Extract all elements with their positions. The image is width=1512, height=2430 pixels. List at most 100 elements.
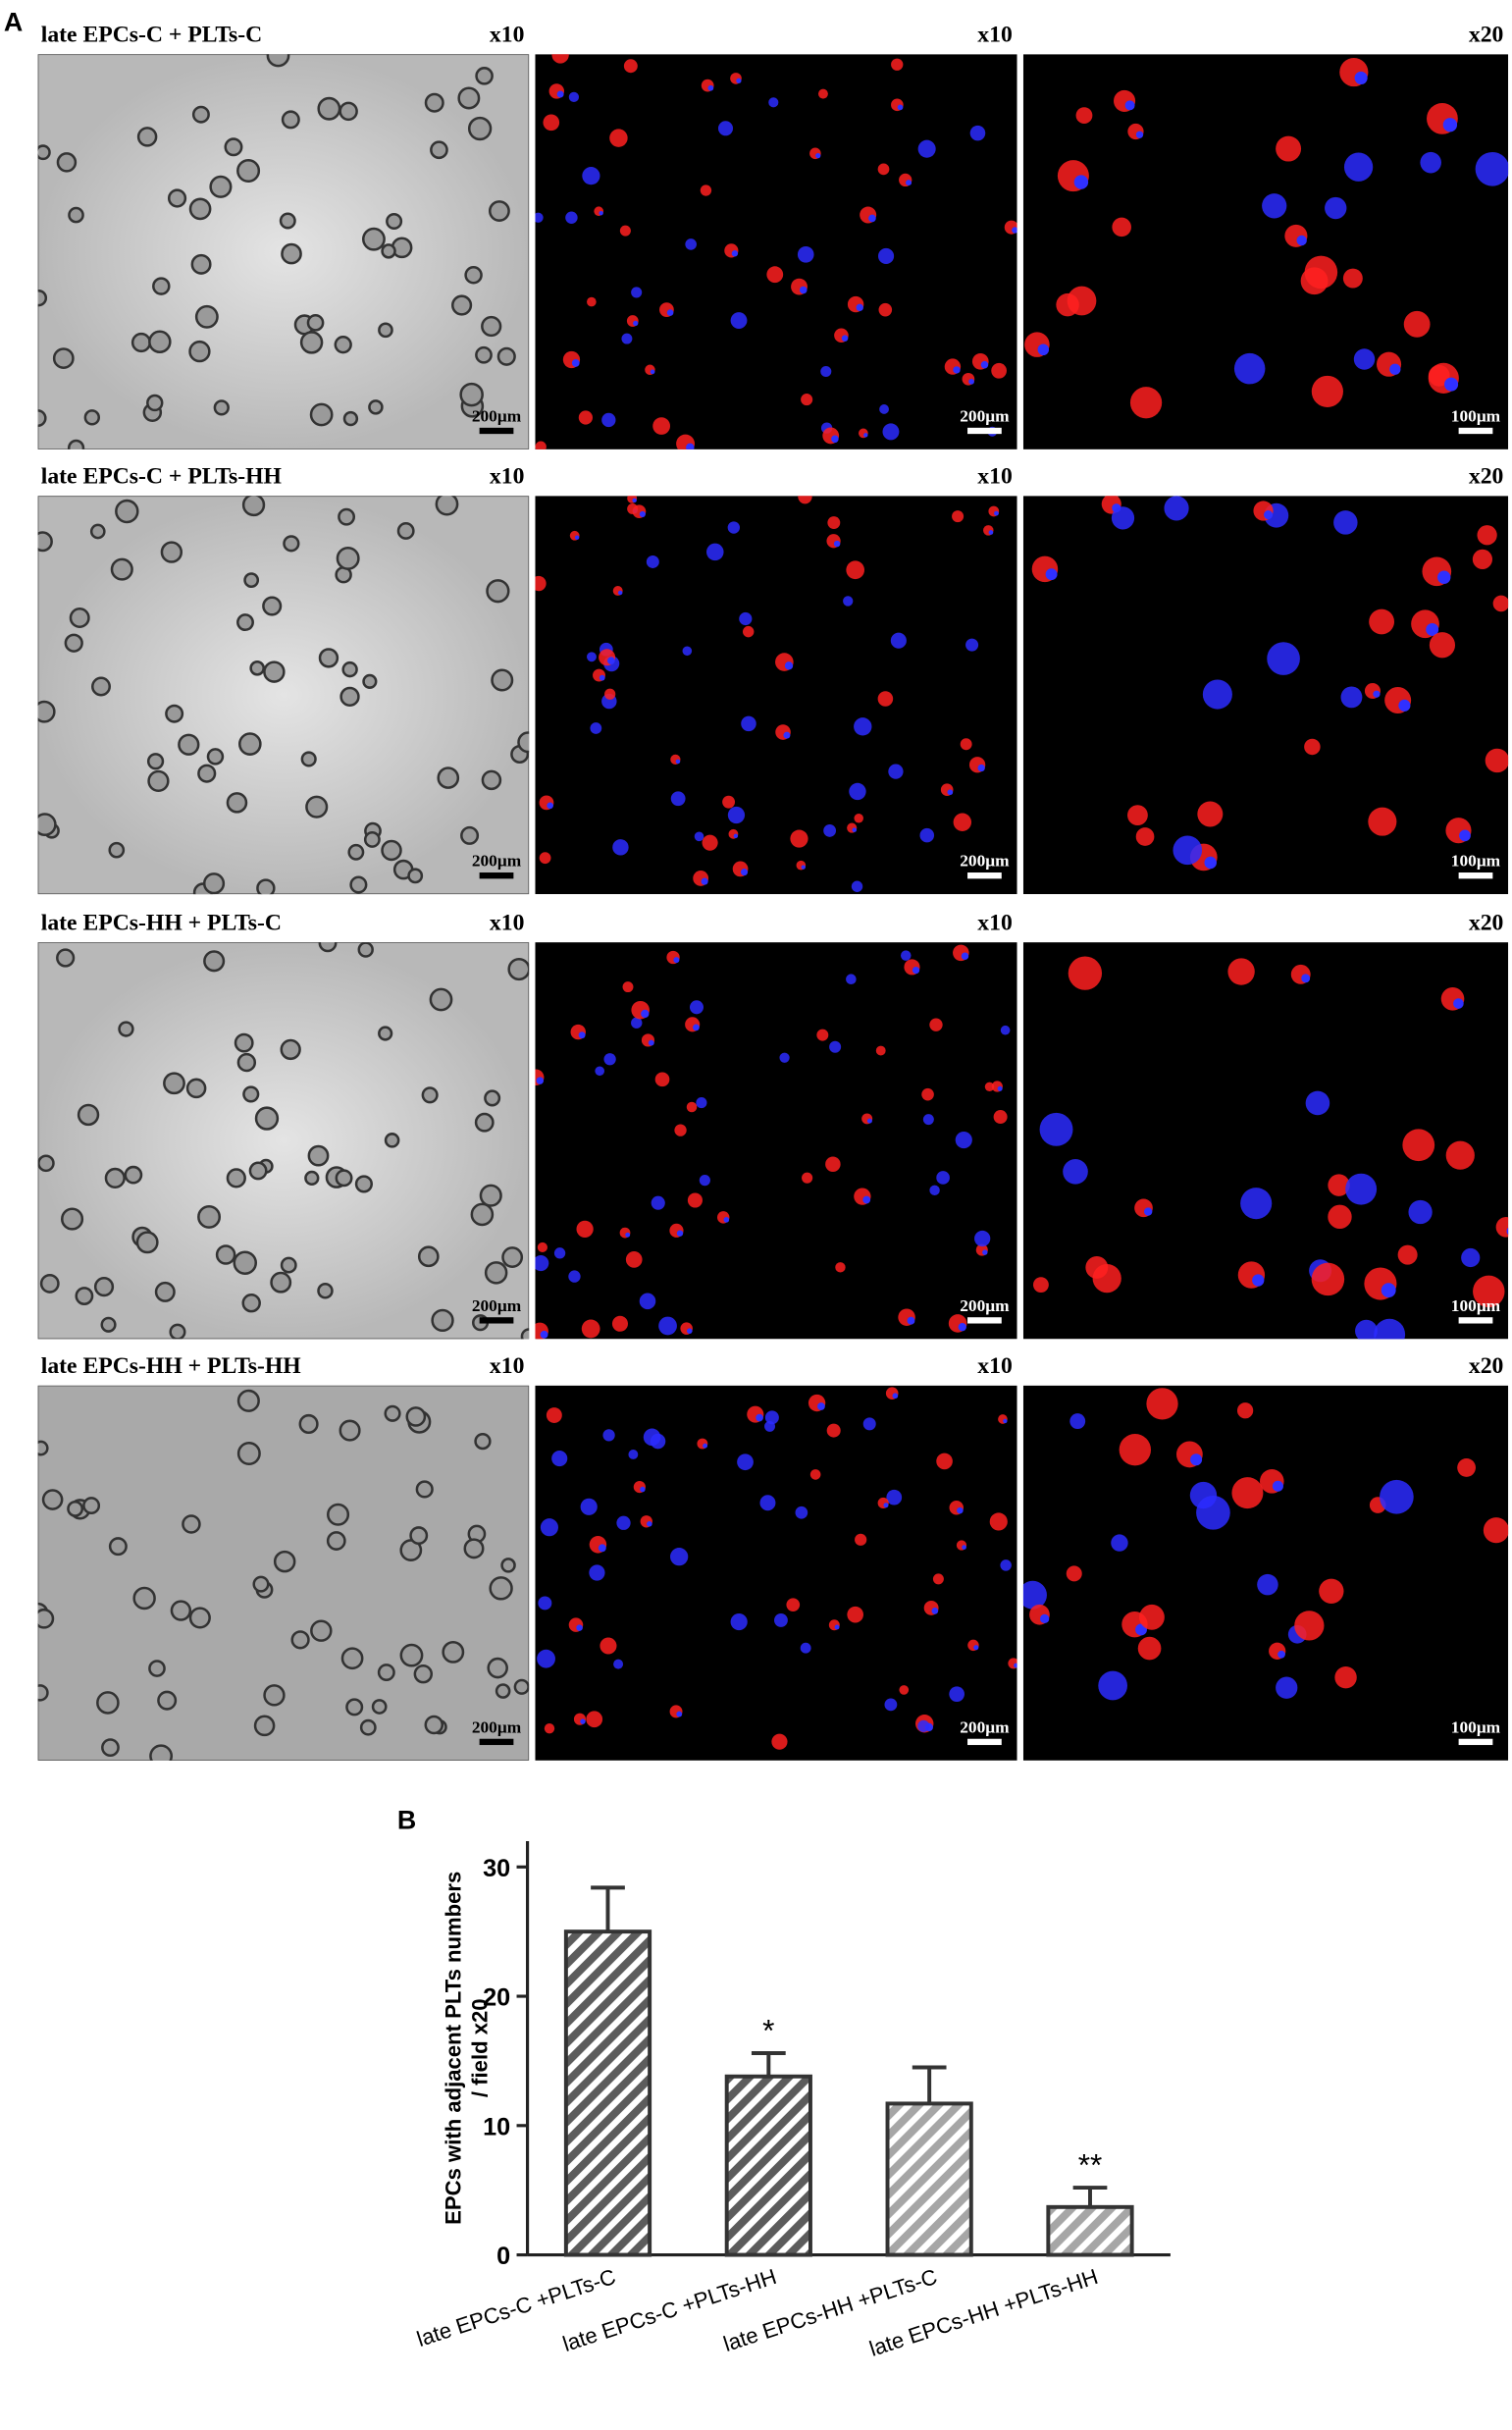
nucleus [1073,175,1089,189]
cell [424,1715,444,1735]
cell [1267,642,1300,675]
cell [621,333,633,344]
cell [854,717,872,736]
nucleus [973,1645,979,1651]
cell [136,127,158,147]
nucleus [633,320,639,327]
cell [952,510,965,523]
cell [843,596,854,607]
cell [730,1613,748,1631]
cell [197,764,217,783]
scale-label: 100μm [1451,1717,1501,1736]
micrograph [535,1385,1017,1761]
cell [464,266,483,285]
nucleus [980,360,989,369]
row-title: late EPCs-HH + PLTs-C [41,910,282,935]
cell [430,140,448,160]
cell [182,1514,201,1534]
cell [1111,1534,1128,1552]
cell [417,1245,440,1268]
magnification: x20 [1469,910,1504,935]
cell [1328,1204,1352,1230]
cell [363,831,381,848]
scale-bar [479,427,514,435]
nucleus [640,1486,646,1493]
cell [827,516,841,530]
nucleus [1045,568,1058,581]
nucleus [632,498,637,503]
cell [917,1719,930,1732]
cell [565,211,578,224]
cell [233,1250,258,1275]
cell [544,1722,555,1734]
cell [1342,268,1363,289]
cell [674,1124,687,1136]
cell [467,116,493,141]
nucleus [1272,1480,1283,1492]
cell [539,852,551,865]
panel-label: B [397,1805,416,1834]
cell [517,731,530,754]
cell [407,868,424,884]
cell [236,158,261,184]
nucleus [648,1039,654,1046]
cell [236,1052,257,1073]
cell [798,496,812,504]
cell [226,1168,246,1189]
magnification: x10 [977,23,1013,48]
scale-bar [1458,872,1493,879]
cell [670,791,686,807]
cell [108,841,126,859]
cell [590,722,602,734]
micrograph [1022,54,1509,449]
cell [146,753,165,770]
cell [625,1251,643,1268]
cell [357,942,374,958]
cell [546,1407,562,1423]
cell [535,441,547,449]
cell [929,1185,940,1196]
cell [877,691,894,707]
cell [1300,267,1329,295]
nucleus [1003,1418,1008,1424]
cell [1032,1277,1049,1294]
cell [1098,1670,1127,1701]
cell [631,1017,643,1029]
cell [500,1558,516,1573]
cell [619,225,631,237]
cell [459,382,484,407]
cell [578,410,593,425]
cell [37,813,57,837]
nucleus [756,1413,763,1422]
row-title: late EPCs-C + PLTs-HH [41,464,283,490]
cell [234,1032,254,1053]
cell [188,1607,211,1629]
cell [878,247,895,264]
cell [1294,1611,1325,1641]
cell [1345,1173,1378,1205]
nucleus [1143,1207,1153,1216]
nucleus [1453,998,1464,1009]
image-background [535,54,1017,449]
cell [687,1192,703,1208]
nucleus [1398,699,1411,712]
nucleus [856,303,863,312]
cell [213,399,230,416]
cell [855,1533,867,1546]
cell [1333,510,1358,535]
nucleus [1442,118,1458,132]
cell [801,394,813,406]
cell [37,409,47,427]
micrograph [37,942,530,1340]
nucleus [676,1230,684,1237]
cell [135,1231,159,1254]
nucleus [866,1118,872,1124]
cell [891,58,904,71]
cell [899,1685,910,1695]
cell [1485,748,1509,773]
nucleus [536,1077,545,1084]
scale-bar [1458,427,1493,435]
scale-label: 100μm [1451,852,1501,871]
cell [1197,801,1224,827]
nucleus [1296,235,1307,246]
